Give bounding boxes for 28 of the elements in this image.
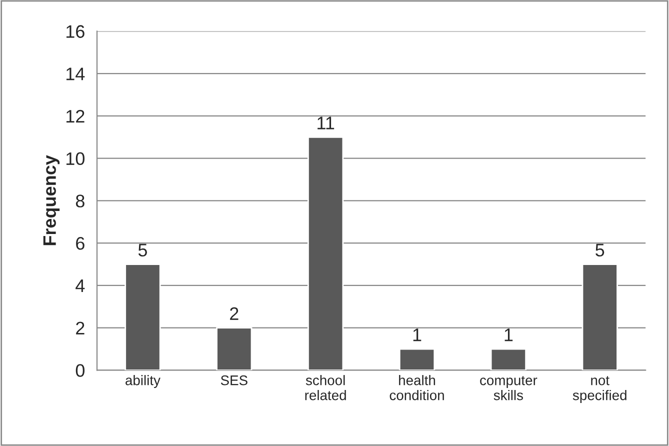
y-tick-label: 10 — [66, 152, 84, 166]
y-tick-label: 16 — [66, 25, 84, 38]
data-label: 5 — [596, 244, 604, 257]
bar — [398, 348, 436, 370]
data-label: 1 — [504, 328, 513, 342]
x-tick-label: health condition — [390, 375, 444, 400]
y-tick-label: 0 — [76, 364, 84, 377]
bar — [124, 264, 161, 370]
y-tick-label: 6 — [76, 237, 84, 250]
y-tick-label: 12 — [66, 110, 84, 122]
data-label: 1 — [413, 328, 422, 342]
bar — [490, 348, 527, 370]
bar — [582, 264, 618, 370]
data-label: 2 — [230, 307, 238, 320]
bar — [308, 136, 344, 370]
x-tick-label: not specified — [572, 376, 626, 403]
bar — [216, 327, 252, 370]
x-tick-label: SES — [220, 375, 248, 386]
y-tick-label: 4 — [76, 280, 85, 292]
x-tick-label: computer skills — [480, 376, 538, 400]
y-tick-label: 8 — [76, 194, 84, 208]
y-tick-label: 2 — [76, 322, 84, 334]
data-label: 11 — [318, 116, 334, 130]
y-axis-title: Frequency — [43, 155, 60, 246]
y-tick-label: 14 — [66, 68, 85, 80]
x-tick-label: school related — [305, 375, 346, 400]
x-tick-label: ability — [126, 375, 160, 388]
data-label: 5 — [138, 244, 147, 257]
